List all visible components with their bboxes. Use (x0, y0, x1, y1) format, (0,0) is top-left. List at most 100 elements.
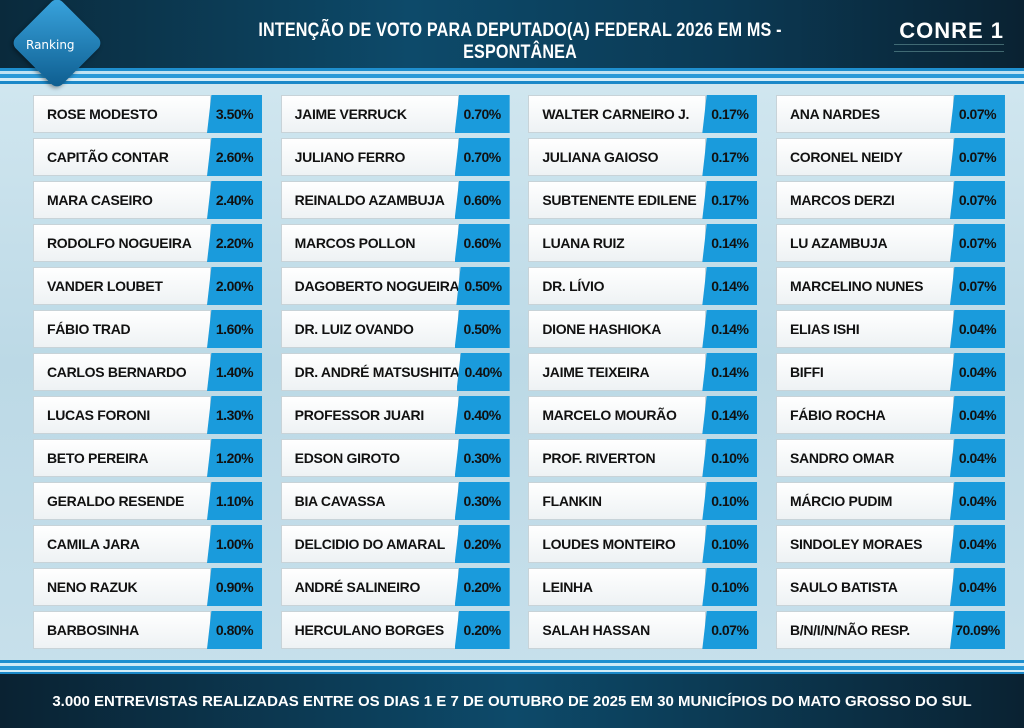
candidate-name: MARCELINO NUNES (775, 267, 954, 305)
candidate-name: ANA NARDES (775, 95, 954, 133)
candidate-percentage: 0.04% (949, 568, 1005, 606)
candidate-percentage: 1.40% (207, 353, 262, 391)
table-row: BETO PEREIRA 1.20% (33, 439, 262, 477)
results-column: ANA NARDES 0.07% CORONEL NEIDY 0.07% MARCOS … (775, 95, 1005, 649)
results-column: JAIME VERRUCK 0.70% JULIANO FERRO 0.70% REIN… (280, 95, 510, 649)
conre-logo: CONRE 1 (899, 18, 1004, 43)
candidate-percentage: 0.20% (454, 525, 510, 563)
table-row: MARCELINO NUNES 0.07% (775, 267, 1005, 305)
table-row: CAPITÃO CONTAR 2.60% (33, 138, 262, 176)
candidate-percentage: 0.14% (702, 224, 758, 262)
table-row: JULIANO FERRO 0.70% (280, 138, 510, 176)
candidate-percentage: 0.50% (454, 310, 510, 348)
candidate-percentage: 1.30% (207, 396, 262, 434)
candidate-percentage: 2.00% (207, 267, 262, 305)
table-row: PROF. RIVERTON 0.10% (528, 439, 758, 477)
candidate-percentage: 0.14% (702, 353, 758, 391)
table-row: JULIANA GAIOSO 0.17% (528, 138, 758, 176)
table-row: MARCOS POLLON 0.60% (280, 224, 510, 262)
candidate-percentage: 0.14% (702, 396, 758, 434)
candidate-percentage: 0.30% (454, 439, 510, 477)
table-row: FLANKIN 0.10% (528, 482, 758, 520)
table-row: MÁRCIO PUDIM 0.04% (775, 482, 1005, 520)
candidate-name: SINDOLEY MORAES (775, 525, 954, 563)
table-row: ELIAS ISHI 0.04% (775, 310, 1005, 348)
candidate-name: MARCELO MOURÃO (528, 396, 707, 434)
table-row: BIA CAVASSA 0.30% (280, 482, 510, 520)
candidate-name: FÁBIO ROCHA (775, 396, 954, 434)
candidate-percentage: 0.04% (949, 439, 1005, 477)
table-row: REINALDO AZAMBUJA 0.60% (280, 181, 510, 219)
candidate-percentage: 0.07% (949, 224, 1005, 262)
candidate-percentage: 0.80% (207, 611, 262, 649)
candidate-percentage: 0.70% (454, 95, 510, 133)
candidate-percentage: 0.14% (702, 310, 758, 348)
table-row: SALAH HASSAN 0.07% (528, 611, 758, 649)
candidate-name: ROSE MODESTO (33, 95, 211, 133)
table-row: RODOLFO NOGUEIRA 2.20% (33, 224, 262, 262)
candidate-percentage: 0.10% (702, 439, 758, 477)
table-row: GERALDO RESENDE 1.10% (33, 482, 262, 520)
candidate-percentage: 0.20% (454, 611, 510, 649)
candidate-percentage: 0.40% (456, 353, 510, 391)
candidate-name: DR. LÍVIO (528, 267, 707, 305)
candidate-name: EDSON GIROTO (280, 439, 459, 477)
footer-stripes (0, 660, 1024, 674)
candidate-percentage: 0.10% (702, 568, 758, 606)
candidate-percentage: 1.20% (207, 439, 262, 477)
candidate-name: BIFFI (775, 353, 954, 391)
ranking-logo-text: Ranking (26, 38, 75, 52)
candidate-percentage: 70.09% (949, 611, 1005, 649)
candidate-name: MARCOS DERZI (775, 181, 954, 219)
conre-logo-subtext (894, 44, 1004, 52)
candidate-percentage: 0.07% (949, 95, 1005, 133)
candidate-percentage: 0.90% (207, 568, 262, 606)
candidate-name: MARCOS POLLON (280, 224, 459, 262)
table-row: MARA CASEIRO 2.40% (33, 181, 262, 219)
candidate-name: SALAH HASSAN (528, 611, 707, 649)
results-column: WALTER CARNEIRO J. 0.17% JULIANA GAIOSO 0.1… (528, 95, 758, 649)
candidate-percentage: 0.20% (454, 568, 510, 606)
table-row: LEINHA 0.10% (528, 568, 758, 606)
candidate-percentage: 3.50% (207, 95, 262, 133)
results-table: ROSE MODESTO 3.50% CAPITÃO CONTAR 2.60% MARA… (33, 95, 1005, 649)
table-row: NENO RAZUK 0.90% (33, 568, 262, 606)
candidate-name: ELIAS ISHI (775, 310, 954, 348)
page-title: INTENÇÃO DE VOTO PARA DEPUTADO(A) FEDERA… (258, 20, 782, 63)
candidate-name: PROF. RIVERTON (528, 439, 707, 477)
candidate-percentage: 1.60% (207, 310, 262, 348)
candidate-name: JULIANO FERRO (280, 138, 459, 176)
table-row: DAGOBERTO NOGUEIRA 0.50% (280, 267, 510, 305)
header-stripes (0, 68, 1024, 88)
candidate-name: CAPITÃO CONTAR (33, 138, 211, 176)
candidate-percentage: 0.07% (949, 138, 1005, 176)
candidate-name: BETO PEREIRA (33, 439, 211, 477)
candidate-percentage: 0.04% (949, 525, 1005, 563)
candidate-name: SANDRO OMAR (775, 439, 954, 477)
table-row: ROSE MODESTO 3.50% (33, 95, 262, 133)
table-row: CARLOS BERNARDO 1.40% (33, 353, 262, 391)
candidate-name: PROFESSOR JUARI (280, 396, 459, 434)
candidate-name: SAULO BATISTA (775, 568, 954, 606)
table-row: LUANA RUIZ 0.14% (528, 224, 758, 262)
table-row: FÁBIO ROCHA 0.04% (775, 396, 1005, 434)
candidate-name: LOUDES MONTEIRO (528, 525, 707, 563)
candidate-name: DAGOBERTO NOGUEIRA (280, 267, 461, 305)
table-row: VANDER LOUBET 2.00% (33, 267, 262, 305)
table-row: DR. LUIZ OVANDO 0.50% (280, 310, 510, 348)
table-row: MARCOS DERZI 0.07% (775, 181, 1005, 219)
candidate-name: CAMILA JARA (33, 525, 211, 563)
candidate-name: WALTER CARNEIRO J. (528, 95, 707, 133)
candidate-percentage: 0.30% (454, 482, 510, 520)
table-row: DIONE HASHIOKA 0.14% (528, 310, 758, 348)
candidate-percentage: 0.60% (454, 181, 510, 219)
candidate-name: JAIME VERRUCK (280, 95, 459, 133)
table-row: LOUDES MONTEIRO 0.10% (528, 525, 758, 563)
table-row: DELCIDIO DO AMARAL 0.20% (280, 525, 510, 563)
candidate-name: ANDRÉ SALINEIRO (280, 568, 459, 606)
candidate-percentage: 0.04% (949, 396, 1005, 434)
table-row: LU AZAMBUJA 0.07% (775, 224, 1005, 262)
candidate-name: FLANKIN (528, 482, 707, 520)
table-row: BIFFI 0.04% (775, 353, 1005, 391)
candidate-name: DIONE HASHIOKA (528, 310, 707, 348)
